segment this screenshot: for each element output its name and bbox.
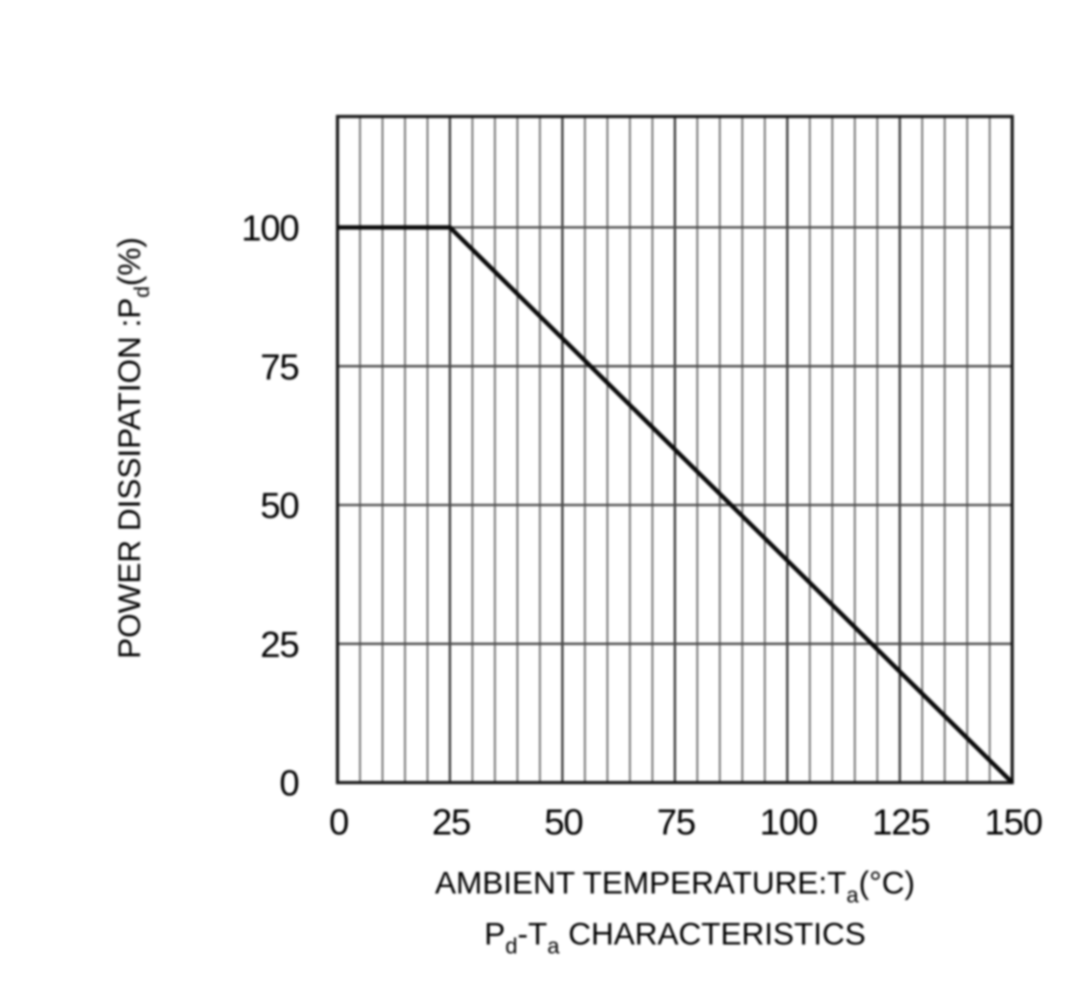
svg-text:25: 25: [260, 624, 298, 665]
svg-text:Pd-Ta CHARACTERISTICS: Pd-Ta CHARACTERISTICS: [484, 916, 866, 959]
svg-text:25: 25: [432, 802, 470, 843]
svg-text:75: 75: [260, 346, 298, 387]
svg-text:50: 50: [260, 485, 298, 526]
svg-text:50: 50: [544, 802, 582, 843]
svg-text:POWER DISSIPATION :Pd(%): POWER DISSIPATION :Pd(%): [111, 237, 154, 659]
svg-text:125: 125: [872, 802, 929, 843]
svg-text:75: 75: [657, 802, 695, 843]
svg-text:100: 100: [241, 208, 298, 249]
svg-text:0: 0: [279, 763, 298, 804]
svg-text:100: 100: [760, 802, 817, 843]
svg-text:0: 0: [329, 802, 348, 843]
svg-text:AMBIENT TEMPERATURE:Ta(°C): AMBIENT TEMPERATURE:Ta(°C): [435, 865, 915, 908]
svg-text:150: 150: [985, 802, 1042, 843]
